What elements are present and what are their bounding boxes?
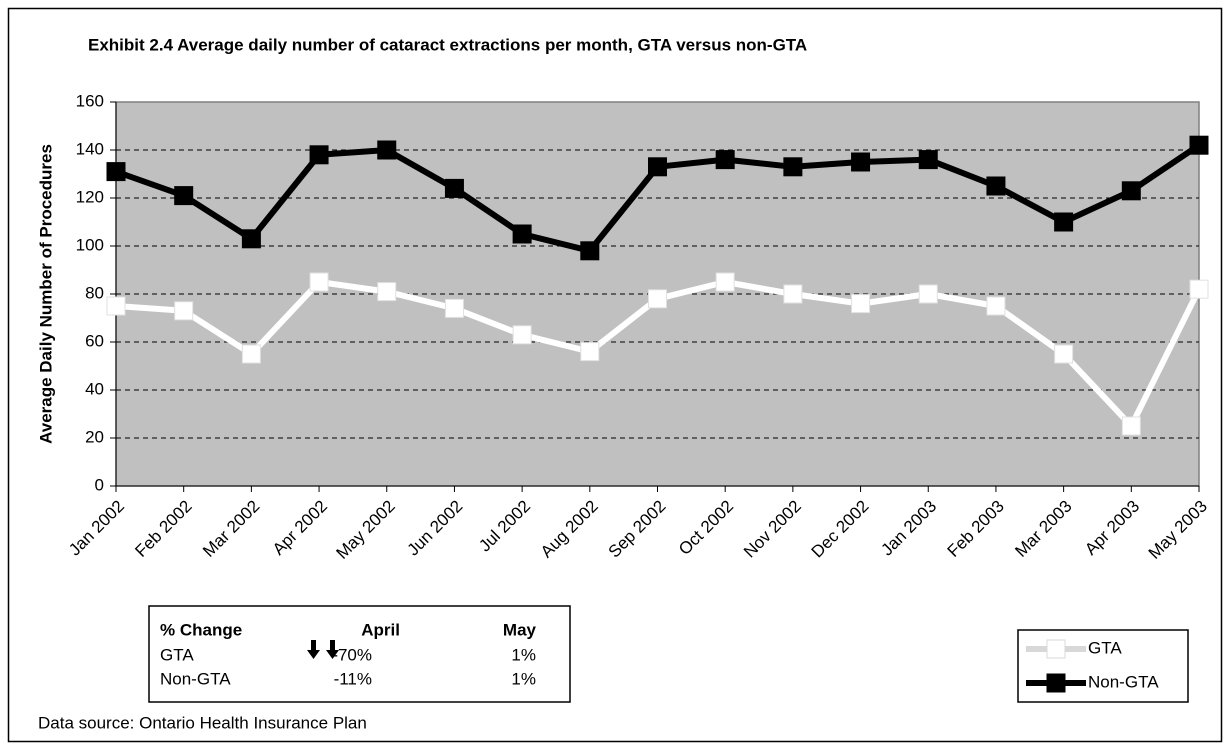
series-marker bbox=[512, 325, 532, 345]
series-marker bbox=[377, 282, 397, 302]
series-marker bbox=[715, 272, 735, 292]
table-cell: 1% bbox=[511, 669, 536, 688]
series-marker bbox=[1189, 279, 1209, 299]
series-marker bbox=[106, 162, 126, 182]
series-marker bbox=[1121, 181, 1141, 201]
series-marker bbox=[174, 186, 194, 206]
legend-label: Non-GTA bbox=[1088, 672, 1159, 691]
series-marker bbox=[986, 296, 1006, 316]
series-marker bbox=[444, 298, 464, 318]
y-tick-label: 140 bbox=[76, 139, 104, 158]
series-marker bbox=[580, 241, 600, 261]
table-cell: GTA bbox=[160, 645, 194, 664]
table-header: April bbox=[361, 620, 400, 639]
table-cell: -11% bbox=[334, 669, 372, 688]
legend-label: GTA bbox=[1088, 638, 1122, 657]
y-tick-label: 0 bbox=[95, 475, 104, 494]
y-tick-label: 120 bbox=[76, 187, 104, 206]
series-marker bbox=[174, 301, 194, 321]
y-tick-label: 40 bbox=[85, 379, 104, 398]
series-marker bbox=[648, 289, 667, 309]
series-marker bbox=[1054, 344, 1074, 364]
source-note: Data source: Ontario Health Insurance Pl… bbox=[38, 713, 367, 732]
y-tick-label: 20 bbox=[85, 427, 104, 446]
series-marker bbox=[512, 224, 532, 244]
change-table-box bbox=[148, 605, 571, 703]
down-arrows bbox=[307, 640, 339, 659]
series-marker bbox=[309, 272, 329, 292]
series-marker bbox=[783, 157, 803, 177]
series-marker bbox=[106, 296, 126, 316]
table-cell: 1% bbox=[511, 645, 536, 664]
series-marker bbox=[1121, 416, 1141, 436]
series-marker bbox=[309, 145, 329, 165]
table-header: May bbox=[503, 620, 537, 639]
series-marker bbox=[648, 157, 667, 177]
series-marker bbox=[580, 342, 600, 362]
series-marker bbox=[1189, 135, 1209, 155]
legend-marker bbox=[1046, 639, 1066, 659]
series-marker bbox=[918, 284, 938, 304]
series-marker bbox=[783, 284, 803, 304]
series-marker bbox=[715, 150, 735, 170]
y-tick-label: 60 bbox=[85, 331, 104, 350]
series-marker bbox=[241, 344, 261, 364]
legend-box bbox=[1017, 629, 1189, 703]
series-marker bbox=[1054, 212, 1074, 232]
table-header: % Change bbox=[160, 620, 242, 639]
chart-title: Exhibit 2.4 Average daily number of cata… bbox=[88, 35, 807, 54]
legend-marker bbox=[1046, 673, 1066, 693]
series-marker bbox=[851, 294, 871, 314]
series-marker bbox=[986, 176, 1006, 196]
table-cell: Non-GTA bbox=[160, 669, 231, 688]
series-marker bbox=[918, 150, 938, 170]
series-marker bbox=[241, 229, 261, 249]
series-marker bbox=[444, 178, 464, 198]
series-marker bbox=[377, 140, 397, 160]
y-tick-label: 80 bbox=[85, 283, 104, 302]
y-tick-label: 160 bbox=[76, 91, 104, 110]
table-cell: -70% bbox=[332, 645, 372, 664]
y-tick-label: 100 bbox=[76, 235, 104, 254]
series-marker bbox=[851, 152, 871, 172]
y-axis-label: Average Daily Number of Procedures bbox=[36, 144, 55, 444]
